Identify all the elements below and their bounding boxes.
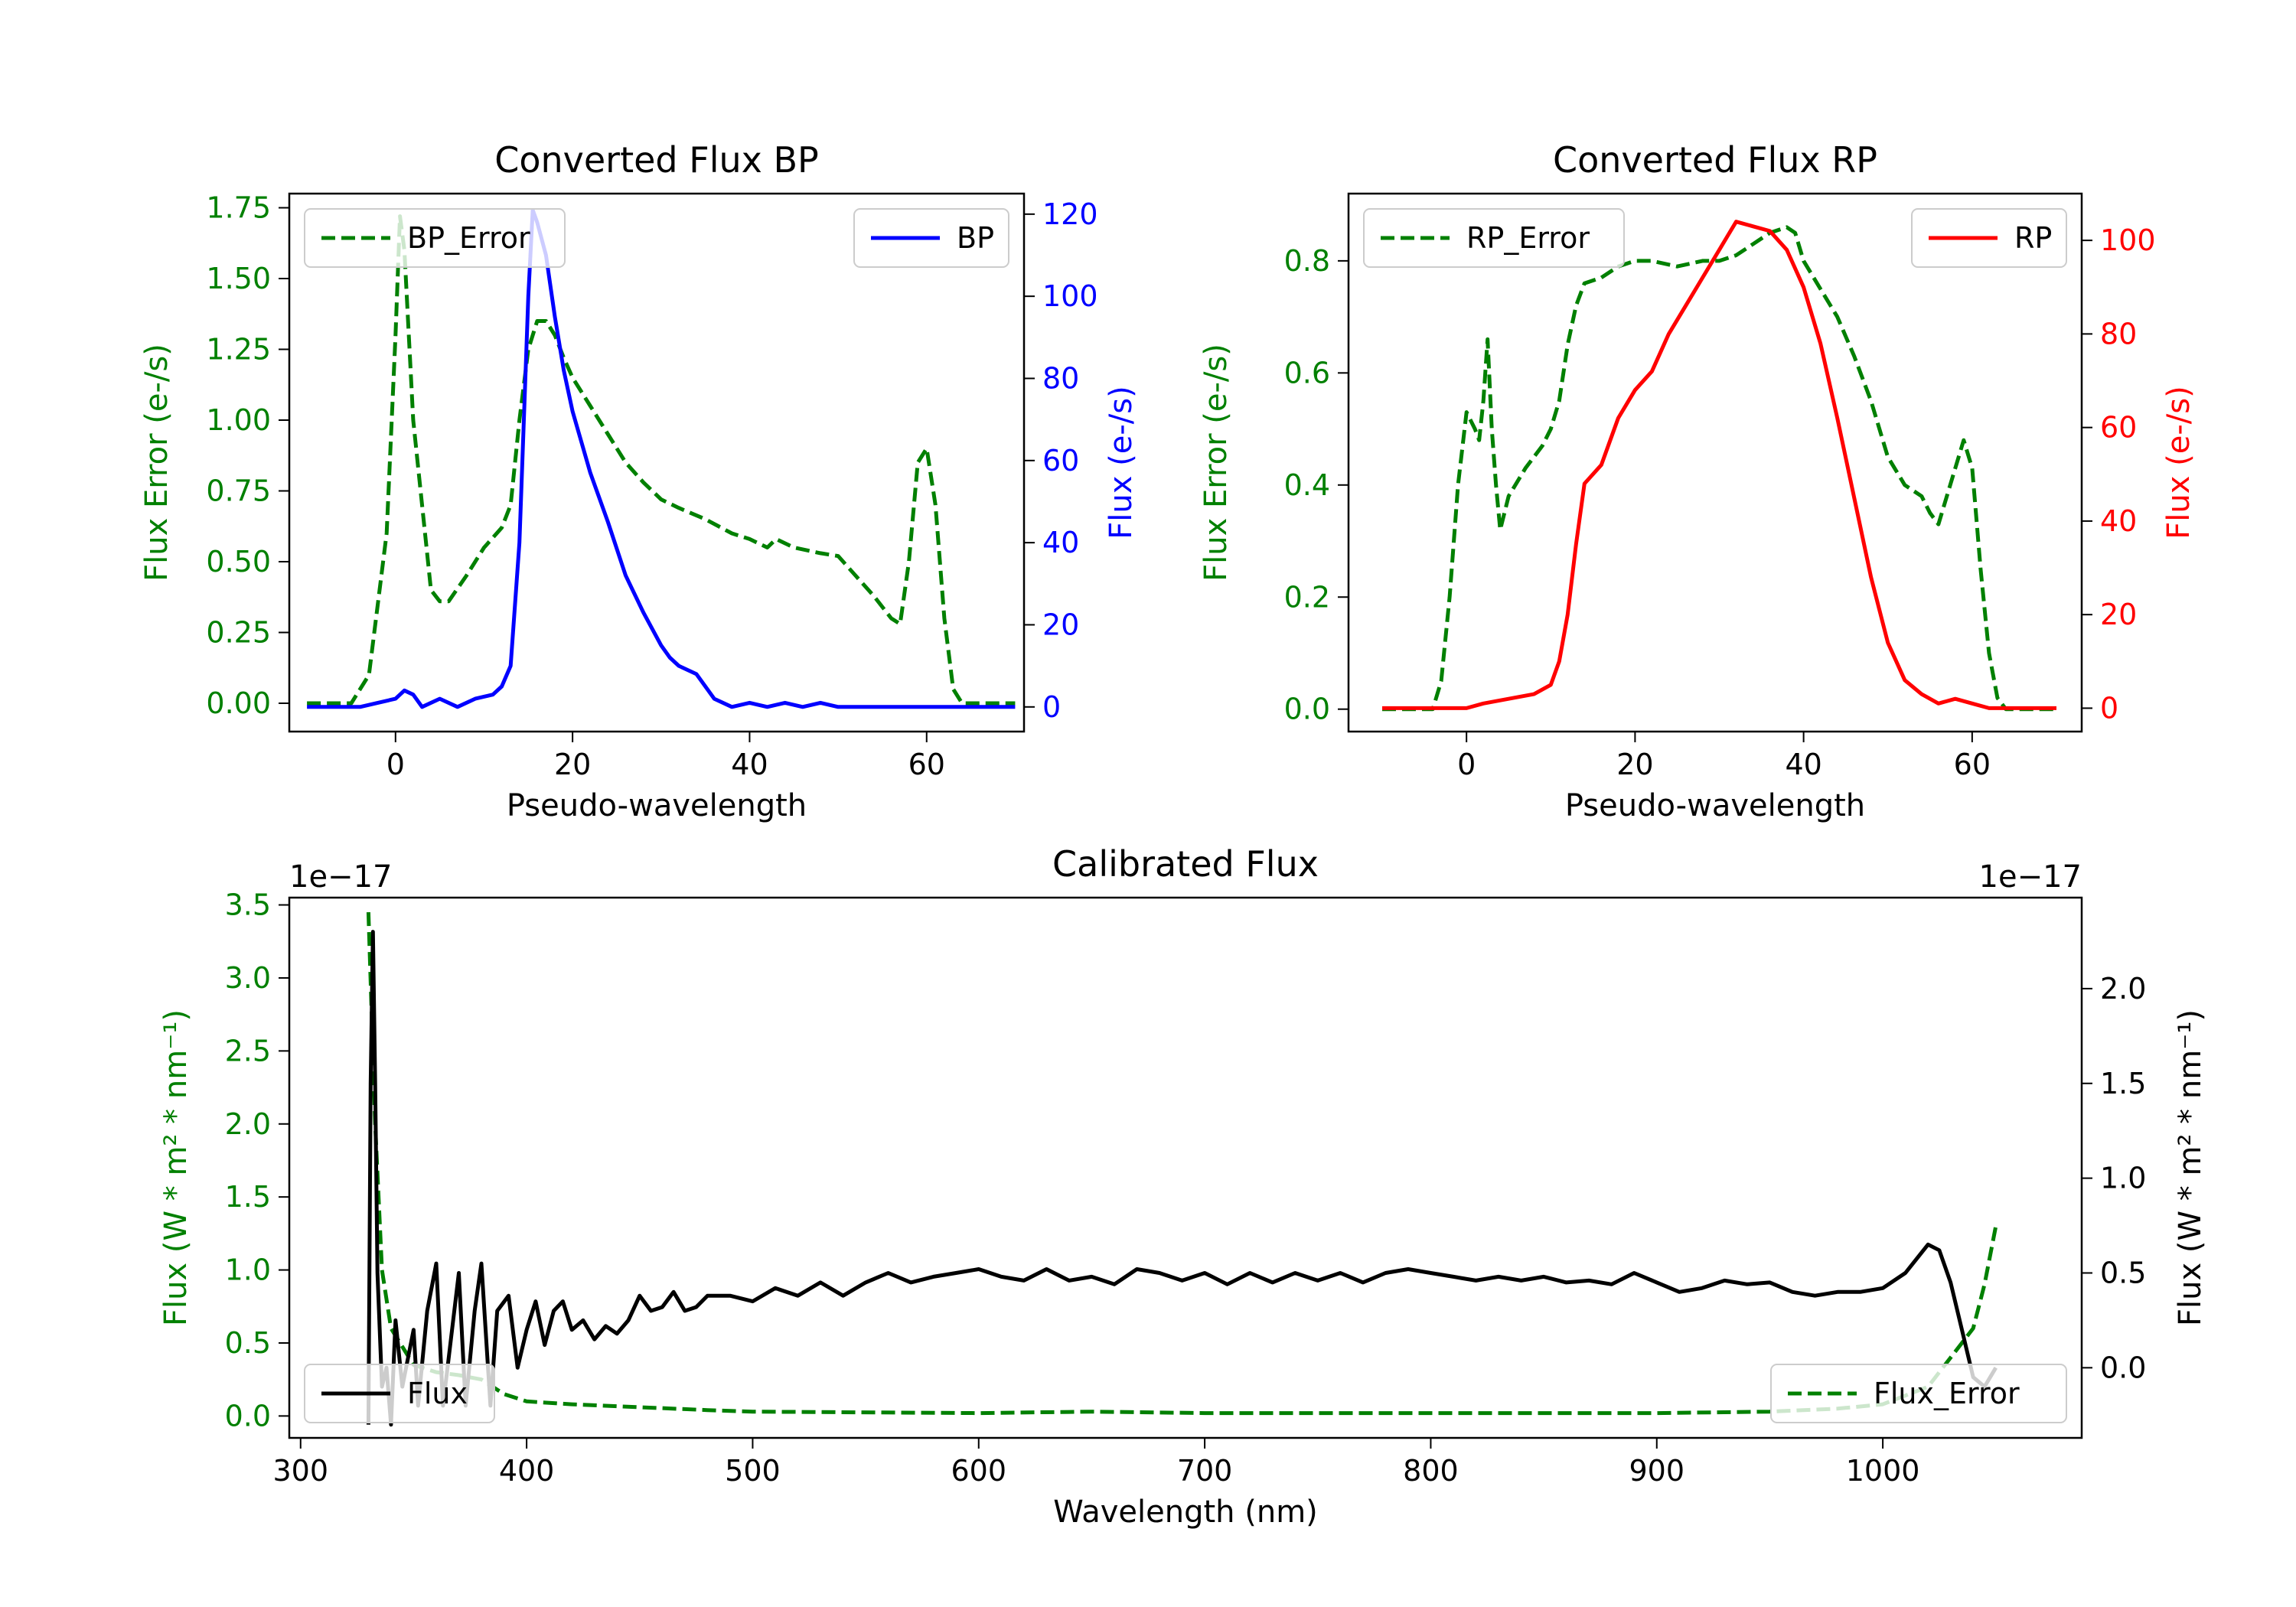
y-left-tick-label: 0.6: [1284, 356, 1330, 390]
legend-box: [1770, 1364, 2067, 1423]
chart-title: Converted Flux RP: [1553, 139, 1877, 181]
y-left-tick-label: 0.5: [225, 1326, 271, 1360]
x-tick-label: 20: [554, 748, 591, 781]
y-left-tick-label: 2.0: [225, 1107, 271, 1141]
y-right-tick-label: 100: [2100, 223, 2156, 257]
y-left-tick-label: 1.25: [206, 333, 271, 367]
legend-label: RP_Error: [1466, 221, 1590, 255]
y-left-tick-label: 0.4: [1284, 468, 1330, 502]
y-left-tick-label: 1.75: [206, 191, 271, 225]
y-right-axis-label: Flux (e-/s): [2161, 386, 2197, 539]
x-tick-label: 300: [273, 1454, 329, 1488]
y-right-tick-label: 2.0: [2100, 972, 2146, 1006]
y-right-tick-label: 40: [2100, 504, 2137, 538]
x-axis-label: Pseudo-wavelength: [1565, 788, 1865, 823]
x-tick-label: 40: [731, 748, 768, 781]
y-right-tick-label: 1.5: [2100, 1067, 2146, 1100]
y-right-tick-label: 60: [2100, 411, 2137, 445]
x-tick-label: 500: [725, 1454, 781, 1488]
series-line-rp-error: [1382, 225, 2056, 712]
legend-label: BP_Error: [407, 221, 530, 255]
legend-label: Flux: [407, 1377, 468, 1410]
chart-title: Calibrated Flux: [1052, 843, 1319, 885]
x-tick-label: 40: [1785, 748, 1821, 781]
x-tick-label: 0: [386, 748, 405, 781]
y-left-tick-label: 0.75: [206, 474, 271, 508]
y-left-offset-label: 1e−17: [289, 859, 392, 895]
y-right-tick-label: 0: [2100, 691, 2118, 725]
y-left-axis-label: Flux Error (e-/s): [139, 344, 174, 582]
y-left-tick-label: 0.50: [206, 545, 271, 579]
y-right-tick-label: 120: [1042, 197, 1098, 231]
series-line-bp: [307, 208, 1016, 709]
y-right-tick-label: 20: [1042, 608, 1079, 641]
series-line-bp-error: [307, 214, 1016, 706]
x-axis-label: Pseudo-wavelength: [507, 788, 807, 823]
legend-label: BP: [957, 221, 994, 255]
y-left-tick-label: 1.50: [206, 262, 271, 295]
legend-label: Flux_Error: [1874, 1377, 2020, 1410]
x-tick-label: 60: [908, 748, 945, 781]
x-tick-label: 800: [1403, 1454, 1459, 1488]
y-right-tick-label: 20: [2100, 598, 2137, 631]
y-right-axis-label: Flux (e-/s): [1104, 386, 1139, 539]
y-left-tick-label: 2.5: [225, 1034, 271, 1068]
x-tick-label: 0: [1457, 748, 1476, 781]
y-left-tick-label: 1.5: [225, 1180, 271, 1214]
y-right-tick-label: 100: [1042, 279, 1098, 313]
x-tick-label: 600: [951, 1454, 1007, 1488]
y-right-axis-label: Flux (W * m² * nm⁻¹): [2173, 1009, 2208, 1326]
y-right-tick-label: 80: [2100, 317, 2137, 350]
y-left-tick-label: 3.5: [225, 888, 271, 922]
y-left-tick-label: 0.0: [1284, 693, 1330, 726]
y-left-tick-label: 0.2: [1284, 580, 1330, 614]
y-left-tick-label: 0.00: [206, 686, 271, 720]
y-left-tick-label: 1.0: [225, 1253, 271, 1287]
y-right-tick-label: 0: [1042, 690, 1061, 724]
x-tick-label: 700: [1177, 1454, 1233, 1488]
y-left-axis-label: Flux (W * m² * nm⁻¹): [158, 1009, 194, 1326]
y-right-tick-label: 0.5: [2100, 1256, 2146, 1289]
y-right-tick-label: 40: [1042, 526, 1079, 559]
plot-frame: [1347, 192, 2083, 733]
series-line-rp: [1382, 220, 2056, 710]
y-right-offset-label: 1e−17: [1979, 859, 2082, 895]
plot-frame: [288, 896, 2083, 1439]
y-right-tick-label: 60: [1042, 444, 1079, 478]
x-tick-label: 20: [1616, 748, 1653, 781]
x-tick-label: 60: [1954, 748, 1991, 781]
calibrated-panel: 300 400 500 600 700 800 900 1000 0.0 0.5 1.0 1.5 2.0…: [158, 843, 2208, 1530]
y-left-tick-label: 0.25: [206, 616, 271, 650]
y-right-tick-label: 1.0: [2100, 1162, 2146, 1195]
legend-box: [304, 208, 566, 268]
y-left-tick-label: 0.8: [1284, 244, 1330, 278]
legend-box: [1363, 208, 1625, 268]
y-left-axis-label: Flux Error (e-/s): [1199, 344, 1234, 582]
chart-title: Converted Flux BP: [494, 139, 819, 181]
y-left-tick-label: 0.0: [225, 1399, 271, 1433]
x-tick-label: 1000: [1846, 1454, 1920, 1488]
bp-panel: 0 20 40 60 0.00 0.25 0.50 0.75 1.00 1.25 1.50 1.75 0…: [139, 139, 1139, 823]
rp-panel: 0 20 40 60 0.0 0.2 0.4 0.6 0.8 0 20 40 60 80 100 Conver…: [1199, 139, 2197, 823]
y-right-tick-label: 0.0: [2100, 1351, 2146, 1384]
x-tick-label: 900: [1629, 1454, 1685, 1488]
y-right-tick-label: 80: [1042, 361, 1079, 395]
y-left-tick-label: 3.0: [225, 961, 271, 995]
legend-box: [304, 1364, 495, 1423]
legend-label: RP: [2014, 221, 2052, 255]
plot-frame: [288, 192, 1026, 733]
y-left-tick-label: 1.00: [206, 403, 271, 437]
x-tick-label: 400: [499, 1454, 555, 1488]
x-axis-label: Wavelength (nm): [1053, 1495, 1318, 1530]
